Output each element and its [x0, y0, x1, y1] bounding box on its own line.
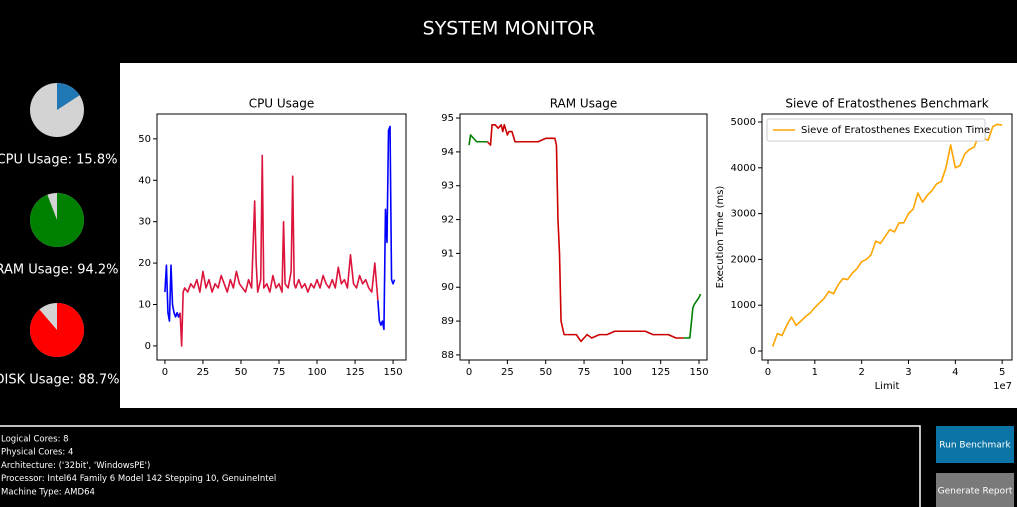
button-label[interactable]: Generate Report	[938, 487, 1013, 497]
data-line	[486, 124, 684, 343]
y-tick-label: 93	[441, 181, 454, 192]
x-tick-label: 5	[999, 367, 1005, 378]
data-line	[683, 293, 702, 339]
y-tick-label: 92	[441, 215, 454, 226]
generate-report-button[interactable]: Generate Report	[936, 473, 1014, 507]
x-tick-label: 75	[578, 367, 591, 378]
x-tick-label: 25	[197, 367, 210, 378]
x-tick-label: 150	[384, 367, 403, 378]
x-tick-label: 3	[905, 367, 911, 378]
data-line	[468, 134, 488, 146]
y-tick-label: 0	[750, 346, 756, 357]
info-line: Processor: Intel64 Family 6 Model 142 St…	[1, 474, 276, 484]
y-tick-label: 0	[145, 341, 151, 352]
x-tick-label: 50	[539, 367, 552, 378]
info-panel	[0, 425, 921, 507]
x-tick-label: 0	[162, 367, 168, 378]
legend-label: Sieve of Eratosthenes Execution Time	[801, 125, 990, 136]
chart-title: Sieve of Eratosthenes Benchmark	[785, 97, 988, 111]
y-tick-label: 50	[138, 134, 151, 145]
x-tick-label: 75	[273, 367, 286, 378]
axes-frame	[459, 113, 708, 361]
y-tick-label: 88	[441, 350, 454, 361]
y-tick-label: 94	[441, 147, 454, 158]
data-line	[179, 154, 379, 347]
pie-label: RAM Usage: 94.2%	[0, 263, 119, 278]
axes-frame	[156, 113, 407, 361]
pie-slice	[57, 83, 80, 110]
y-tick-label: 20	[138, 258, 151, 269]
y-tick-label: 2000	[731, 254, 756, 265]
y-tick-label: 3000	[731, 209, 756, 220]
legend-box	[766, 118, 986, 142]
info-line: Physical Cores: 4	[1, 448, 73, 458]
x-tick-label: 150	[689, 367, 708, 378]
x-tick-label: 0	[765, 367, 771, 378]
pie-slice	[30, 303, 85, 357]
y-tick-label: 91	[441, 248, 454, 259]
axes-frame	[761, 113, 1013, 361]
x-axis-offset: 1e7	[993, 381, 1012, 392]
x-tick-label: 50	[235, 367, 248, 378]
x-tick-label: 125	[651, 367, 670, 378]
y-tick-label: 40	[138, 175, 151, 186]
data-line	[771, 123, 1003, 347]
y-tick-label: 1000	[731, 300, 756, 311]
chart-title: RAM Usage	[550, 97, 618, 111]
button-label[interactable]: Run Benchmark	[939, 441, 1011, 451]
info-line: Machine Type: AMD64	[1, 487, 95, 497]
x-tick-label: 2	[858, 367, 864, 378]
y-tick-label: 5000	[731, 117, 756, 128]
y-tick-label: 4000	[731, 163, 756, 174]
y-tick-label: 89	[441, 316, 454, 327]
pie-label: DISK Usage: 88.7%	[0, 373, 120, 388]
x-tick-label: 100	[613, 367, 632, 378]
x-tick-label: 125	[345, 367, 364, 378]
x-tick-label: 25	[501, 367, 514, 378]
info-line: Logical Cores: 8	[1, 435, 69, 445]
y-axis-label: Execution Time (ms)	[715, 186, 726, 289]
app-title: SYSTEM MONITOR	[423, 18, 596, 40]
info-line: Architecture: ('32bit', 'WindowsPE')	[1, 461, 150, 471]
data-line	[377, 125, 396, 331]
x-tick-label: 0	[466, 367, 472, 378]
button-bg[interactable]	[936, 426, 1014, 463]
pie-label: CPU Usage: 15.8%	[0, 153, 117, 168]
y-tick-label: 10	[138, 300, 151, 311]
x-tick-label: 4	[952, 367, 958, 378]
pie-slice	[29, 192, 84, 247]
y-tick-label: 90	[441, 282, 454, 293]
x-tick-label: 100	[307, 367, 326, 378]
y-tick-label: 30	[138, 217, 151, 228]
data-line	[164, 264, 181, 322]
button-bg[interactable]	[936, 473, 1014, 507]
y-tick-label: 95	[441, 113, 454, 124]
x-tick-label: 1	[812, 367, 818, 378]
x-axis-label: Limit	[875, 381, 900, 392]
run-benchmark-button[interactable]: Run Benchmark	[936, 426, 1014, 463]
charts-panel	[120, 63, 1017, 408]
chart-title: CPU Usage	[249, 97, 315, 111]
